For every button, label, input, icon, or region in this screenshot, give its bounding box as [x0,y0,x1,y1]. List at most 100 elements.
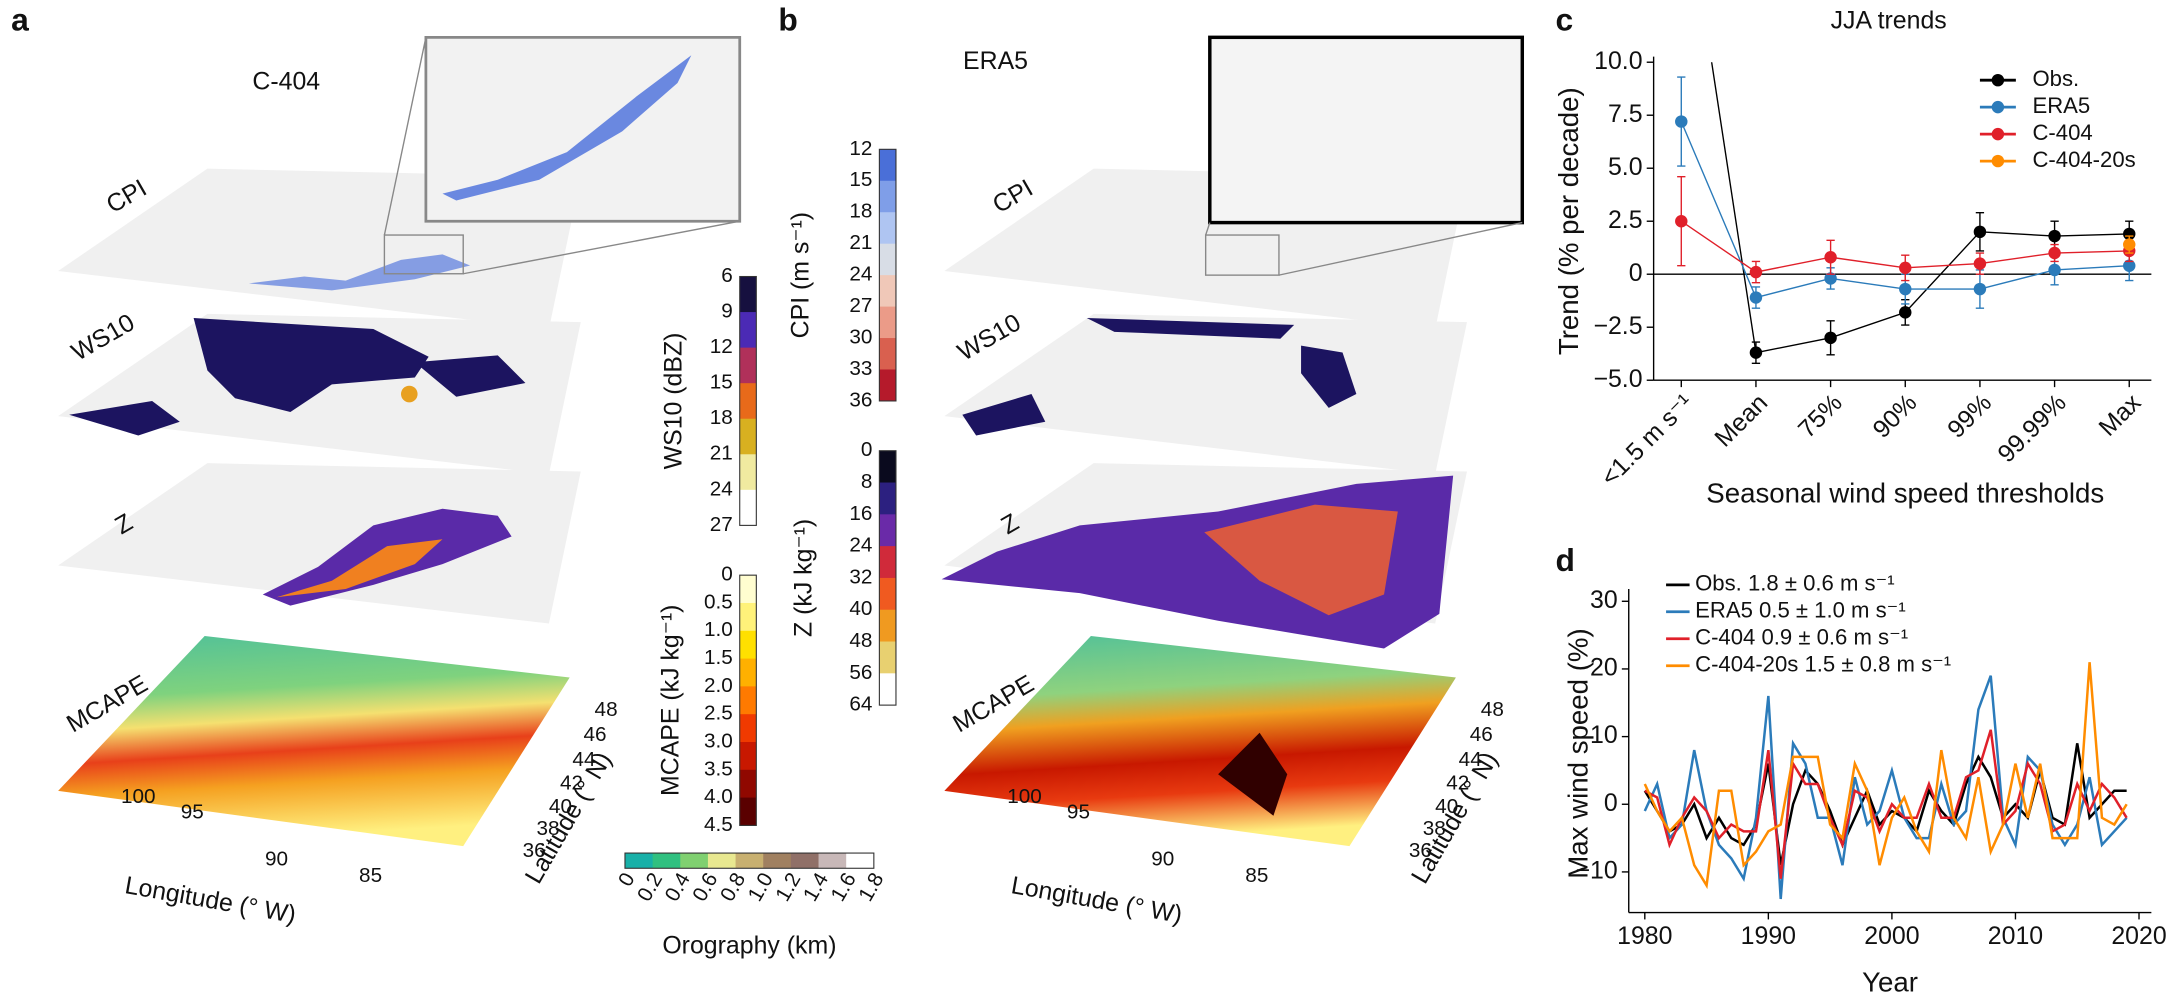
colorbar-tick-label: 32 [849,565,872,588]
colorbar-segment [739,714,757,743]
y-tick-label: 0 [1604,789,1618,817]
colorbar-segment [879,149,896,182]
x-tick-label: 1990 [1741,922,1796,950]
lat-tick-label: 48 [595,698,618,721]
x-tick-label: 75% [1793,389,1848,444]
colorbar-tick-label: 12 [710,335,733,358]
colorbar-segment [652,853,681,869]
marker [1899,306,1912,319]
y-tick-label: 7.5 [1608,100,1643,128]
series-line [1643,662,2128,890]
colorbar-frame [878,450,897,706]
lat-tick-label: 48 [1481,698,1504,721]
marker [1899,282,1912,296]
marker [1899,261,1912,275]
marker [2123,238,2136,251]
colorbar-segment [739,741,757,771]
colorbar-tick-label: 8 [861,470,873,493]
x-tick-label: <1.5 m s⁻¹ [1596,389,1699,492]
colorbar-tick-label: 64 [849,693,872,716]
marker [1749,291,1763,304]
y-axis-label: Max wind speed (%) [1563,628,1594,878]
lat-tick-label: 46 [1470,723,1493,746]
colorbar-tick-label: 0.4 [661,869,695,905]
marker [2123,227,2136,241]
colorbar-segment [739,797,757,826]
colorbar-segment [879,673,896,706]
colorbar-segment [879,482,896,515]
lat-tick-label: 40 [549,795,572,818]
colorbar-tick-label: 24 [710,477,733,500]
colorbar-tick-label: 40 [849,597,872,620]
z-core [276,539,443,598]
x-tick-label: 99% [1942,389,1997,444]
colorbar-tick-label: 1.4 [799,869,833,905]
legend-label: C-404-20s [2032,147,2135,172]
panel-b-layers [941,35,1525,847]
colorbar-segment [739,575,757,604]
y-tick-label: −10 [1575,856,1617,884]
colorbar-tick-label: 4.0 [704,785,733,808]
legend-marker [1991,154,2005,168]
colorbar-tick-label: 16 [849,502,872,525]
x-axis-label: Seasonal wind speed thresholds [1706,477,2104,508]
colorbar-segment [790,853,819,869]
panel-label: c [1555,2,1573,38]
y-tick-label: 20 [1590,654,1618,682]
x-tick-label: 90% [1867,389,1922,444]
colorbar-frame [739,275,757,526]
colorbar-tick-label: 33 [849,357,872,380]
lat-tick-label: 38 [1423,817,1446,840]
colorbar-tick-label: 2.5 [704,702,733,725]
x-tick-label: Max [2093,388,2146,441]
colorbar-tick-label: 30 [849,326,872,349]
colorbar-segment [879,514,896,547]
lon-tick-label: 90 [265,847,288,870]
colorbar-segment [739,686,757,715]
lon-tick-label: 85 [359,864,382,887]
colorbar-tick-label: 36 [849,388,872,411]
layer-plane [58,463,581,624]
layer-plane [58,313,581,475]
lon-axis-label: Longitude (° W) [1009,871,1184,929]
marker [1675,115,1688,128]
colorbar-tick-label: 56 [849,661,872,684]
colorbar-segment [879,641,896,674]
legend-marker [1991,100,2005,114]
x-tick-label: 2010 [1988,922,2043,950]
lon-tick-label: 90 [1151,847,1174,870]
panel-title: ERA5 [963,47,1028,75]
zoom-lines [383,37,740,275]
colorbar-segment [879,180,896,213]
x-tick-label: 2000 [1864,922,1919,950]
colorbar-tick-label: 15 [710,371,733,394]
lat-tick-label: 38 [536,817,559,840]
lat-tick-label: 44 [572,748,595,771]
mcape-core [1218,732,1288,816]
x-tick-label: 99.99% [1992,389,2071,468]
marker [2048,229,2061,243]
lon-axis-label: Longitude (° W) [123,871,298,929]
colorbar-tick-label: 1.6 [826,869,860,905]
colorbar-segment [879,546,896,579]
marker [1675,214,1688,228]
y-tick-label: −2.5 [1593,312,1642,340]
colorbar-label: Z (kJ kg⁻¹) [789,519,817,637]
zoom-lines [1205,221,1523,276]
chart-title: JJA trends [1831,7,1947,35]
colorbar-tick-label: 0.2 [633,869,667,905]
colorbar-segment [818,853,847,869]
legend-label: Obs. 1.8 ± 0.6 m s⁻¹ [1695,571,1895,596]
layer-plane [944,313,1467,475]
colorbar-segment [739,454,757,491]
lat-axis-label: Latitude (° N) [1406,747,1504,888]
colorbar-segment [879,609,896,642]
colorbar-tick-label: 21 [710,442,733,465]
panel-label: a [11,2,29,38]
lat-tick-label: 46 [583,723,606,746]
colorbar-tick-label: 0 [721,563,733,586]
colorbar-tick-label: 0.5 [704,590,733,613]
y-tick-label: 30 [1590,586,1618,614]
colorbar-tick-label: 12 [849,137,872,160]
